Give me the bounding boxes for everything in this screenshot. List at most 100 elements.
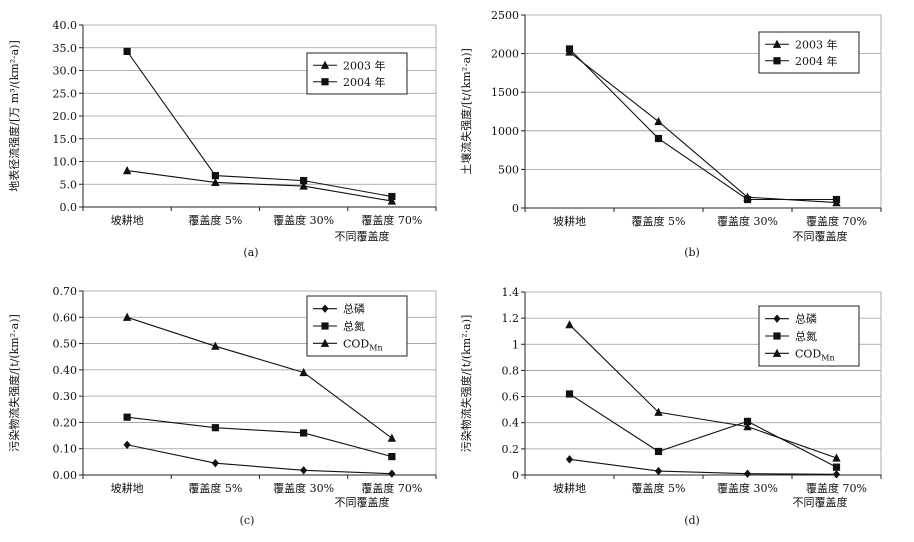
y-tick-label: 1000 — [491, 125, 519, 138]
y-tick-label: 0 — [512, 202, 519, 215]
x-axis-label: 不同覆盖度 — [793, 495, 848, 509]
x-axis-label: 不同覆盖度 — [335, 495, 390, 509]
legend-label: 总磷 — [795, 312, 817, 326]
data-point — [743, 469, 752, 478]
legend-label: 总氮 — [343, 319, 365, 333]
data-point — [123, 47, 131, 55]
x-tick-label: 坡耕地 — [553, 214, 586, 228]
data-point — [743, 422, 752, 431]
data-point — [300, 466, 308, 475]
data-point — [211, 341, 220, 350]
y-tick-label: 10.0 — [53, 156, 78, 169]
data-point — [565, 320, 574, 329]
y-tick-label: 2000 — [491, 48, 519, 61]
data-point — [832, 463, 841, 471]
legend: 2003 年 2004 年 — [306, 52, 408, 95]
legend-label: 2003 年 — [343, 58, 386, 72]
x-tick-label: 覆盖度 30% — [273, 213, 334, 227]
y-tick-label: 15.0 — [53, 133, 78, 146]
data-point — [123, 440, 131, 449]
data-point — [300, 177, 308, 185]
x-tick-label: 覆盖度 5% — [632, 481, 686, 495]
series-line — [126, 316, 393, 439]
x-tick-label: 覆盖度 5% — [188, 481, 242, 495]
y-tick-label: 35.0 — [53, 42, 78, 55]
data-point — [832, 453, 841, 462]
data-point — [654, 134, 663, 143]
data-point — [565, 45, 574, 53]
data-point — [211, 458, 219, 468]
data-point — [211, 424, 219, 432]
x-tick-label: 坡耕地 — [553, 481, 586, 495]
data-point — [299, 181, 308, 190]
y-tick-label: 0.40 — [53, 364, 78, 377]
series-line — [127, 416, 393, 458]
legend-label: 总氮 — [795, 329, 817, 343]
chart-b: 0 500 1000 1500 2000 2500 坡耕地 覆盖度 5% 覆盖度 30% 覆盖度 … — [459, 9, 882, 259]
data-point — [565, 390, 574, 398]
data-point — [743, 417, 752, 426]
legend-marker — [772, 39, 782, 48]
x-tick-label: 覆盖度 70% — [806, 214, 867, 228]
chart-caption: (a) — [243, 246, 258, 259]
x-tick-label: 覆盖度 70% — [361, 481, 422, 495]
data-point — [654, 466, 663, 476]
data-point — [122, 312, 132, 321]
y-tick-label: 30.0 — [53, 65, 78, 78]
series-line — [569, 458, 837, 475]
legend-label: CODMn — [343, 337, 383, 352]
legend-marker — [773, 57, 781, 65]
y-tick-label: 0.70 — [53, 285, 78, 298]
x-tick-label: 覆盖度 5% — [632, 214, 686, 228]
series-line — [569, 324, 837, 459]
y-axis-label: 污染物流失强度/[t/(km²·a)] — [7, 314, 21, 452]
x-axis-label: 不同覆盖度 — [335, 229, 390, 243]
series-line — [569, 51, 837, 204]
chart-caption: (d) — [684, 514, 700, 527]
y-tick-label: 40.0 — [53, 19, 78, 32]
series-line — [569, 48, 837, 201]
y-tick-label: 0.0 — [60, 201, 78, 214]
y-tick-label: 25.0 — [53, 87, 78, 100]
legend-marker — [321, 78, 329, 86]
data-point — [388, 453, 396, 461]
y-tick-label: 1.2 — [502, 312, 520, 325]
data-point — [654, 407, 663, 416]
y-tick-label: 0.8 — [502, 364, 520, 377]
legend-label: 总磷 — [343, 302, 365, 316]
legend-label: 2004 年 — [343, 75, 386, 89]
y-tick-label: 0.10 — [53, 443, 78, 456]
y-tick-label: 0 — [512, 469, 519, 482]
y-axis-label: 污染物流失强度/[t/(km²·a)] — [459, 315, 473, 453]
series-line — [127, 444, 392, 475]
y-tick-label: 2500 — [491, 9, 519, 22]
series-line — [569, 393, 837, 468]
chart-c: 0.00 0.10 0.20 0.30 0.40 0.50 0.60 0.70 坡耕地 覆盖度 5… — [7, 285, 437, 527]
x-tick-label: 坡耕地 — [111, 213, 144, 227]
y-tick-label: 5.0 — [60, 178, 78, 191]
legend-label: 2003 年 — [795, 37, 838, 51]
x-tick-label: 坡耕地 — [111, 481, 144, 495]
y-tick-label: 1500 — [491, 86, 519, 99]
y-tick-label: 500 — [498, 163, 519, 176]
data-point — [387, 196, 397, 205]
legend-marker — [773, 314, 781, 323]
x-tick-label: 覆盖度 30% — [273, 481, 334, 495]
y-tick-label: 0.00 — [53, 469, 78, 482]
y-axis-label: 土壤流失强度/[t/(km²·a)] — [459, 48, 473, 175]
data-point — [211, 172, 219, 180]
y-tick-label: 20.0 — [53, 110, 78, 123]
x-axis-label: 不同覆盖度 — [793, 229, 848, 243]
data-point — [388, 469, 396, 478]
legend-box — [306, 52, 408, 95]
y-tick-label: 0.30 — [53, 390, 78, 403]
x-tick-label: 覆盖度 70% — [806, 481, 867, 495]
y-tick-label: 0.6 — [502, 391, 520, 404]
data-point — [122, 166, 132, 175]
chart-d: 0 0.2 0.4 0.6 0.8 1 1.2 1.4 坡耕地 覆盖度 5% 覆盖度 30% 覆盖度 … — [459, 286, 882, 527]
y-axis-label: 地表径流强度/[万 m³/(km²·a)] — [7, 40, 21, 191]
data-point — [654, 447, 663, 456]
